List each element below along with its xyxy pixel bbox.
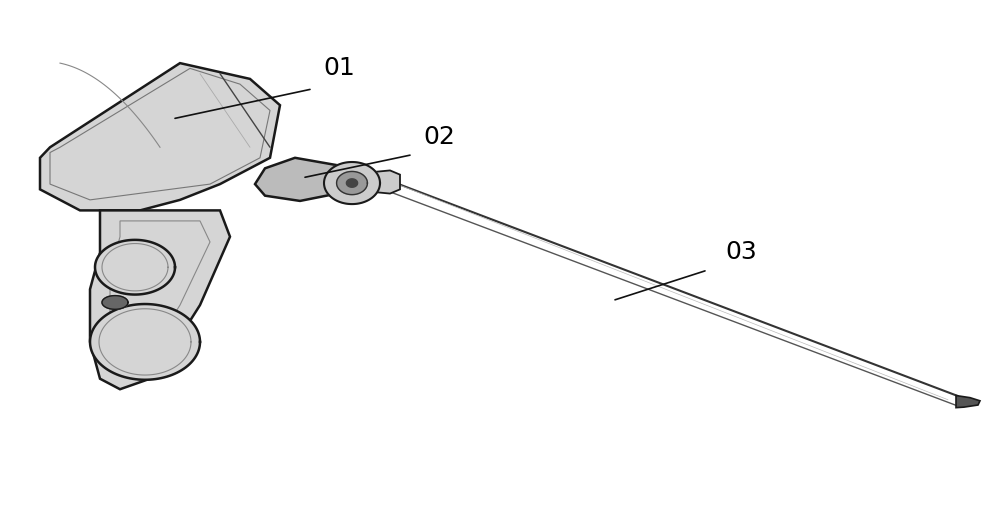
Polygon shape [255, 158, 360, 201]
Polygon shape [90, 210, 230, 389]
Polygon shape [90, 304, 200, 380]
Polygon shape [324, 162, 380, 204]
Polygon shape [956, 396, 980, 408]
Polygon shape [40, 63, 280, 210]
Text: 03: 03 [725, 240, 757, 265]
Polygon shape [102, 296, 128, 309]
Polygon shape [337, 171, 367, 195]
Text: 01: 01 [323, 56, 355, 80]
Text: 02: 02 [423, 125, 455, 149]
Polygon shape [368, 170, 400, 194]
Polygon shape [346, 179, 358, 187]
Polygon shape [95, 240, 175, 295]
